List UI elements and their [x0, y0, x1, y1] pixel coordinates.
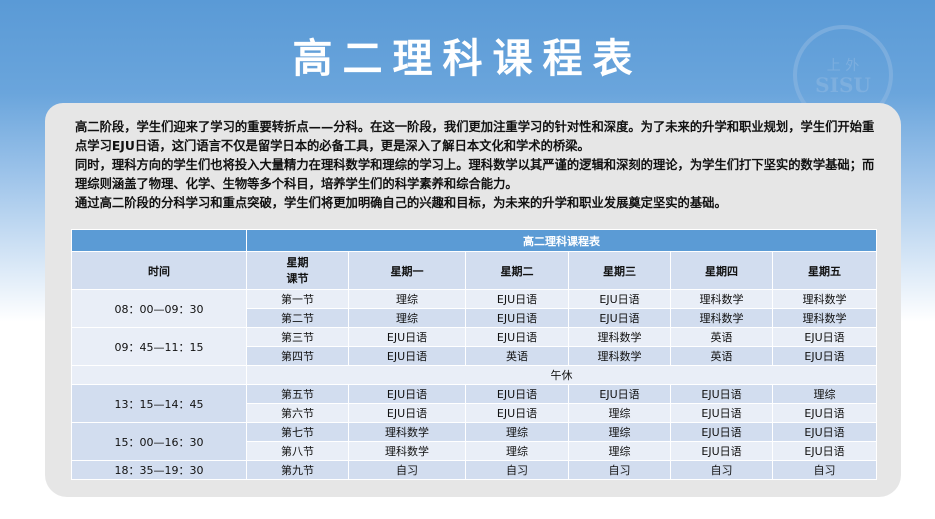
period-header-bottom: 课节 [286, 271, 309, 285]
lunch-cell: 午休 [246, 365, 877, 385]
course-cell: 自习 [670, 460, 773, 480]
page-title: 高二理科课程表 [292, 36, 643, 82]
period-header-top: 星期 [286, 255, 309, 269]
lunch-time-cell [71, 365, 247, 385]
course-cell: 自习 [348, 460, 466, 480]
course-cell: 理科数学 [670, 289, 773, 309]
course-cell: EJU日语 [772, 403, 877, 423]
course-cell: 理综 [465, 422, 569, 442]
course-cell: EJU日语 [348, 403, 466, 423]
table-row: 13：15—14：45 第五节 EJU日语 EJU日语 EJU日语 EJU日语 理综 [71, 384, 877, 423]
table-row: 18：35—19：30 第九节 自习 自习 自习 自习 自习 [71, 460, 877, 480]
course-cell: EJU日语 [670, 441, 773, 461]
course-cell: 理科数学 [568, 346, 671, 366]
course-cell: 理综 [772, 384, 877, 404]
course-cell: EJU日语 [465, 308, 569, 328]
header-row: 时间 星期课节 星期一 星期二 星期三 星期四 星期五 [71, 251, 877, 290]
table-row: 第二节 理综 EJU日语 EJU日语 理科数学 理科数学 [72, 308, 877, 328]
day-header: 星期二 [465, 251, 569, 290]
course-cell: EJU日语 [348, 384, 466, 404]
course-cell: 理综 [568, 403, 671, 423]
course-cell: 理科数学 [568, 327, 671, 347]
lunch-row: 午休 [71, 365, 877, 385]
time-slot-cell: 13：15—14：45 [71, 384, 247, 423]
period-cell: 第四节 [246, 346, 349, 366]
time-slot-cell: 18：35—19：30 [71, 460, 247, 480]
course-cell: 理科数学 [670, 308, 773, 328]
course-cell: 英语 [465, 346, 569, 366]
course-cell: 理科数学 [772, 308, 877, 328]
period-cell: 第一节 [246, 289, 349, 309]
course-cell: EJU日语 [568, 384, 671, 404]
course-cell: 理综 [465, 441, 569, 461]
period-cell: 第二节 [246, 308, 349, 328]
period-cell: 第九节 [246, 460, 349, 480]
table-row: 第四节 EJU日语 英语 理科数学 英语 EJU日语 [72, 346, 877, 366]
intro-text: 高二阶段，学生们迎来了学习的重要转折点——分科。在这一阶段，我们更加注重学习的针… [75, 118, 875, 213]
time-slot-cell: 08：00—09：30 [71, 289, 247, 328]
schedule-table: 高二理科课程表 时间 星期课节 星期一 星期二 星期三 星期四 星期五 08：0… [71, 229, 877, 480]
table-corner [71, 229, 247, 252]
course-cell: EJU日语 [568, 289, 671, 309]
day-header: 星期一 [348, 251, 466, 290]
course-cell: 自习 [568, 460, 671, 480]
time-header: 时间 [71, 251, 247, 290]
course-cell: EJU日语 [465, 289, 569, 309]
day-header: 星期四 [670, 251, 773, 290]
course-cell: EJU日语 [670, 422, 773, 442]
course-cell: EJU日语 [670, 403, 773, 423]
course-cell: EJU日语 [465, 384, 569, 404]
period-cell: 第三节 [246, 327, 349, 347]
course-cell: EJU日语 [772, 327, 877, 347]
course-cell: EJU日语 [465, 327, 569, 347]
period-cell: 第六节 [246, 403, 349, 423]
course-cell: EJU日语 [772, 441, 877, 461]
course-cell: 理综 [568, 422, 671, 442]
course-cell: EJU日语 [670, 384, 773, 404]
course-cell: EJU日语 [772, 422, 877, 442]
period-header: 星期 课节 [246, 251, 349, 290]
period-cell: 第八节 [246, 441, 349, 461]
intro-paragraph: 通过高二阶段的分科学习和重点突破，学生们将更加明确自己的兴趣和目标，为未来的升学… [75, 196, 727, 210]
table-row: 08：00—09：30 第一节 理综 EJU日语 EJU日语 理科数学 理科数学 [71, 289, 877, 328]
table-row: 09：45—11：15 第三节 EJU日语 EJU日语 理科数学 英语 EJU日语 [71, 327, 877, 366]
school-emblem-logo: 上 外 SISU 1949 [793, 25, 893, 110]
course-cell: EJU日语 [772, 346, 877, 366]
day-header: 星期三 [568, 251, 671, 290]
course-cell: 理科数学 [348, 422, 466, 442]
course-cell: EJU日语 [465, 403, 569, 423]
course-cell: 英语 [670, 346, 773, 366]
time-slot-cell: 15：00—16：30 [71, 422, 247, 461]
course-cell: 理综 [348, 308, 466, 328]
table-row: 第八节 理科数学 理综 理综 EJU日语 EJU日语 [72, 441, 877, 461]
period-cell: 第七节 [246, 422, 349, 442]
course-cell: 理科数学 [348, 441, 466, 461]
intro-paragraph: 高二阶段，学生们迎来了学习的重要转折点——分科。在这一阶段，我们更加注重学习的针… [75, 120, 875, 153]
course-cell: EJU日语 [348, 346, 466, 366]
course-cell: 英语 [670, 327, 773, 347]
course-cell: 自习 [772, 460, 877, 480]
day-header: 星期五 [772, 251, 877, 290]
intro-paragraph: 同时，理科方向的学生们也将投入大量精力在理科数学和理综的学习上。理科数学以其严谨… [75, 158, 875, 191]
course-cell: 自习 [465, 460, 569, 480]
time-slot-cell: 09：45—11：15 [71, 327, 247, 366]
svg-text:SISU: SISU [815, 73, 871, 97]
table-row: 第六节 EJU日语 EJU日语 理综 EJU日语 EJU日语 [72, 403, 877, 423]
table-row: 15：00—16：30 第七节 理科数学 理综 理综 EJU日语 EJU日语 [71, 422, 877, 461]
svg-text:上 外: 上 外 [827, 58, 859, 74]
course-cell: EJU日语 [348, 327, 466, 347]
period-cell: 第五节 [246, 384, 349, 404]
course-cell: 理综 [348, 289, 466, 309]
table-caption: 高二理科课程表 [246, 229, 877, 252]
course-cell: EJU日语 [568, 308, 671, 328]
course-cell: 理综 [568, 441, 671, 461]
course-cell: 理科数学 [772, 289, 877, 309]
